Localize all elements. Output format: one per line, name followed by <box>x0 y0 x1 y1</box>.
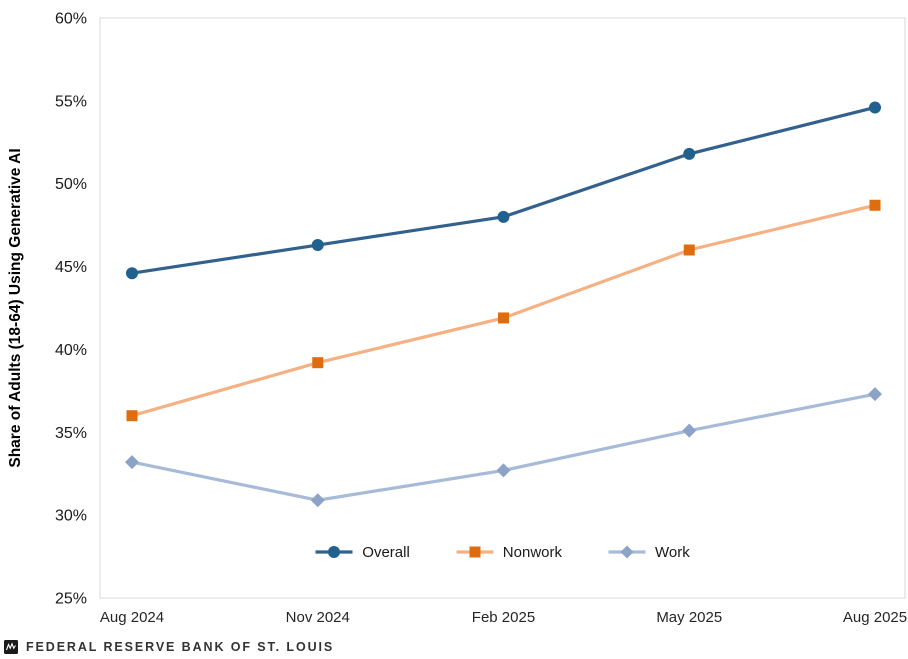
series-line-nonwork <box>131 203 876 418</box>
data-point-nonwork <box>869 199 881 211</box>
data-point-nonwork <box>126 410 138 422</box>
overall-line-marker-icon <box>315 546 353 558</box>
footer-brand: FEDERAL RESERVE BANK OF ST. LOUIS <box>26 640 335 654</box>
y-tick-label: 60% <box>55 11 87 28</box>
y-tick-label: 40% <box>55 342 87 359</box>
y-tick-label: 25% <box>55 591 87 608</box>
work-swatch-diamond <box>620 545 634 559</box>
line-chart: 25% 30% 35% 40% 45% 50% 55% 60% Aug 2024 Nov 2024… <box>7 11 907 627</box>
data-point-work <box>868 387 882 402</box>
y-tick-label: 50% <box>55 176 87 193</box>
data-point-work <box>682 423 697 438</box>
nonwork-line-marker-icon <box>456 546 494 558</box>
data-point-work <box>310 493 325 508</box>
legend-label-overall: Overall <box>362 543 410 561</box>
legend: Overall Nonwork Work <box>100 540 905 564</box>
data-point-nonwork <box>498 312 509 324</box>
data-point-overall <box>126 267 138 280</box>
stlouisfed-logo-icon <box>4 640 18 654</box>
data-point-nonwork <box>312 357 324 369</box>
footer: FEDERAL RESERVE BANK OF ST. LOUIS <box>4 638 334 656</box>
data-point-overall <box>497 210 510 223</box>
data-point-nonwork <box>683 244 695 256</box>
chart-canvas: 25% 30% 35% 40% 45% 50% 55% 60% Aug 2024 Nov 2024… <box>55 11 907 627</box>
overall-swatch-circle <box>328 546 341 558</box>
x-tick-label: Aug 2025 <box>843 609 907 626</box>
data-point-work <box>125 455 139 470</box>
series-line-work <box>131 392 876 502</box>
data-point-overall <box>311 239 324 252</box>
legend-item-nonwork: Nonwork <box>456 544 562 561</box>
data-point-work <box>496 463 511 478</box>
legend-label-work: Work <box>654 543 690 561</box>
x-tick-label: Feb 2025 <box>472 609 535 626</box>
nonwork-swatch-square <box>469 546 481 558</box>
plot-border <box>99 17 906 599</box>
legend-item-work: Work <box>608 544 690 561</box>
y-tick-label: 45% <box>55 259 87 276</box>
legend-label-nonwork: Nonwork <box>502 543 562 561</box>
y-tick-label: 35% <box>55 425 87 442</box>
work-line-marker-icon <box>608 545 646 559</box>
y-axis-title: Share of Adults (18-64) Using Generative… <box>7 148 24 468</box>
data-point-overall <box>869 101 881 114</box>
x-tick-label: Nov 2024 <box>286 609 350 626</box>
y-tick-label: 30% <box>55 508 87 525</box>
x-tick-label: Aug 2024 <box>100 609 164 626</box>
series-line-overall <box>131 105 876 275</box>
x-tick-label: May 2025 <box>656 609 722 626</box>
legend-item-overall: Overall <box>315 544 410 561</box>
y-tick-label: 55% <box>55 93 87 110</box>
data-point-overall <box>683 147 696 160</box>
